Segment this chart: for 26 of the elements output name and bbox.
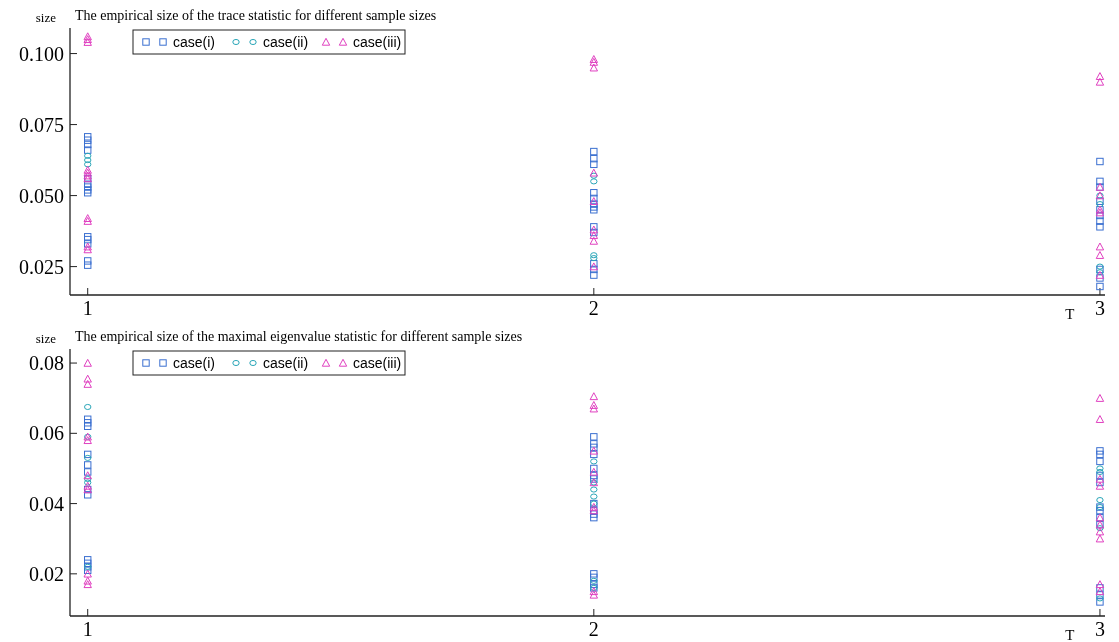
y-axis-title: size <box>35 10 57 25</box>
x-tick-label: 2 <box>588 618 599 640</box>
legend-label: case(iii) <box>353 33 402 50</box>
legend-label: case(iii) <box>353 354 402 371</box>
legend-label: case(i) <box>173 354 216 371</box>
x-axis-title: T <box>1065 306 1075 322</box>
y-tick-label: 0.025 <box>19 255 64 278</box>
x-tick-label: 1 <box>82 618 93 640</box>
legend-label: case(ii) <box>263 33 309 50</box>
y-tick-label: 0.050 <box>19 184 64 207</box>
chart-title: The empirical size of the trace statistic for different sample sizes <box>75 8 437 23</box>
y-tick-label: 0.075 <box>19 113 64 136</box>
x-tick-label: 2 <box>588 297 599 319</box>
y-tick-label: 0.08 <box>29 352 64 375</box>
x-tick-label: 3 <box>1094 618 1105 640</box>
y-tick-label: 0.100 <box>19 42 64 65</box>
y-tick-label: 0.04 <box>29 492 64 515</box>
y-axis-title: size <box>35 331 57 346</box>
x-tick-label: 3 <box>1094 297 1105 319</box>
x-tick-label: 1 <box>82 297 93 319</box>
y-tick-label: 0.06 <box>29 422 64 445</box>
x-axis-title: T <box>1065 627 1075 642</box>
legend-label: case(ii) <box>263 354 309 371</box>
chart-title: The empirical size of the maximal eigenvalue statistic for different sample sizes <box>75 329 523 344</box>
y-tick-label: 0.02 <box>29 562 64 585</box>
legend-label: case(i) <box>173 33 216 50</box>
